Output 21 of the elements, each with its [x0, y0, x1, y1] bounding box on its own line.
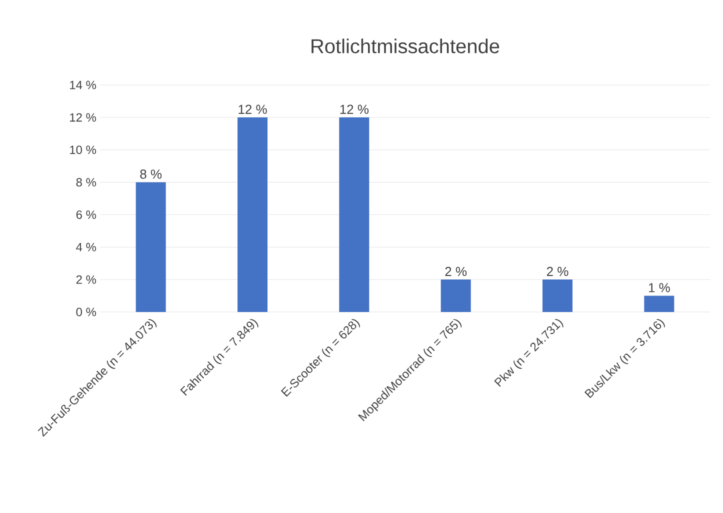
y-tick-label: 12 % — [70, 113, 96, 122]
bar — [644, 296, 674, 312]
chart-title: Rotlichtmissachtende — [312, 38, 500, 54]
y-tick-label: 14 % — [70, 80, 96, 90]
y-tick-label: 10 % — [70, 146, 96, 154]
data-label: 2 % — [445, 266, 467, 276]
y-tick-label: 4 % — [76, 242, 96, 252]
y-tick-label: 0 % — [76, 308, 96, 316]
y-tick-label: 8 % — [76, 178, 96, 187]
y-tick-label: 6 % — [76, 210, 96, 219]
data-label: 12 % — [238, 104, 267, 114]
data-label: 8 % — [140, 170, 162, 179]
data-label: 12 % — [340, 104, 369, 114]
bar — [440, 280, 471, 312]
bar — [238, 117, 268, 312]
bar — [542, 280, 572, 312]
bar — [339, 117, 370, 312]
data-label: 2 % — [546, 266, 568, 276]
data-label: 1 % — [648, 283, 670, 292]
y-tick-label: 2 % — [76, 275, 96, 284]
bar — [136, 182, 166, 312]
